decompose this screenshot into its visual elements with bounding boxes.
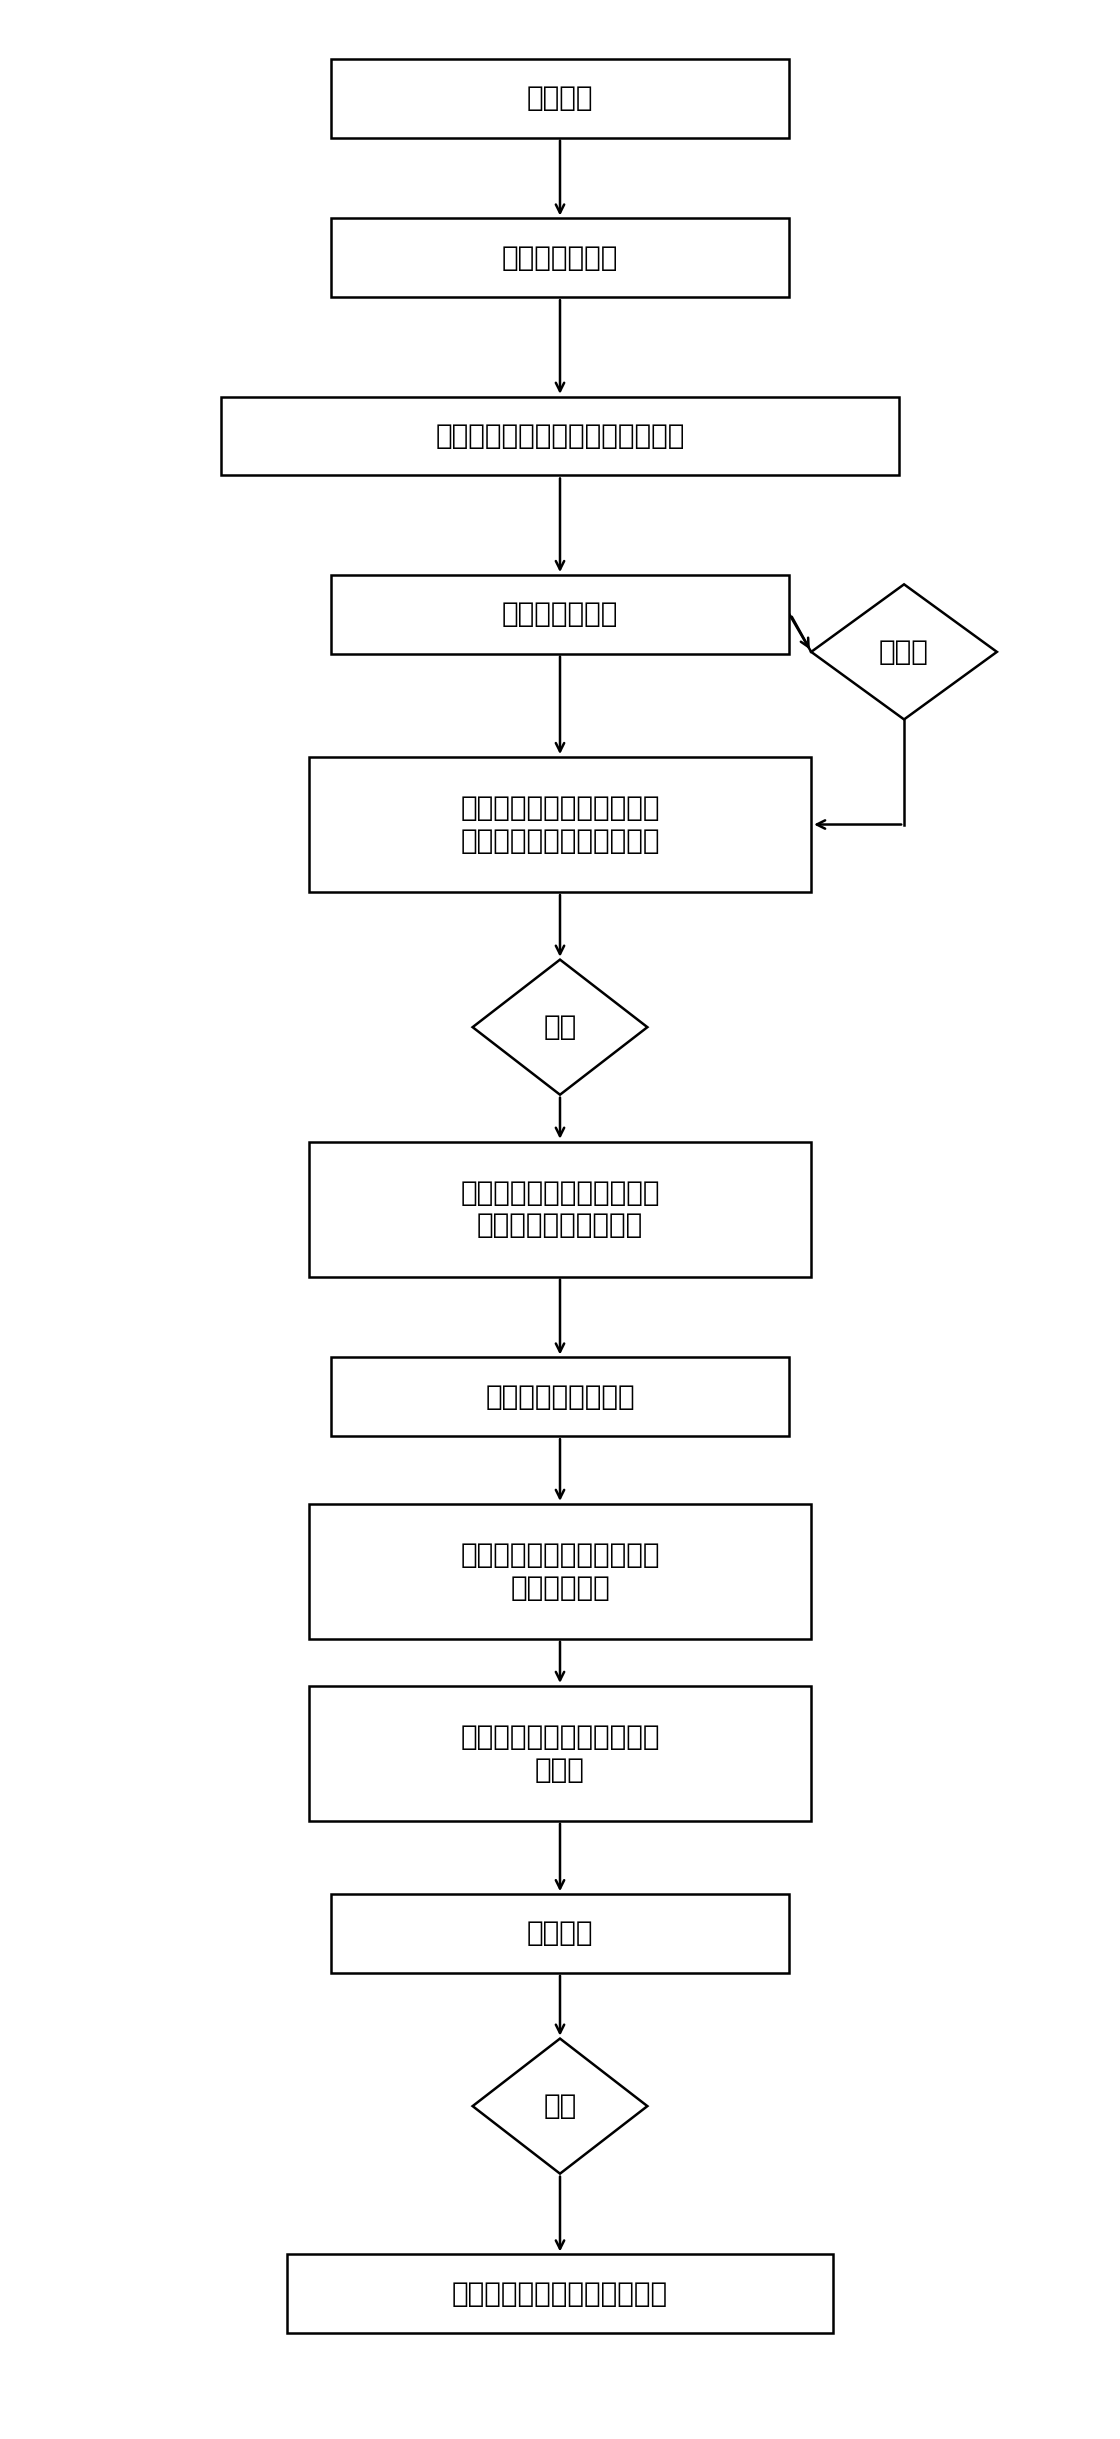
FancyBboxPatch shape xyxy=(330,576,790,654)
Text: 正确: 正确 xyxy=(543,1012,577,1041)
FancyBboxPatch shape xyxy=(287,2254,833,2334)
Text: 确定变形较大的桩位: 确定变形较大的桩位 xyxy=(485,1383,635,1410)
Text: 进行数值模拟与现场实测对
比分析: 进行数值模拟与现场实测对 比分析 xyxy=(460,1722,660,1783)
Text: 数值模拟结果与现场实测数
据对比，验证模型的正确性: 数值模拟结果与现场实测数 据对比，验证模型的正确性 xyxy=(460,795,660,854)
FancyBboxPatch shape xyxy=(309,1141,811,1276)
Text: 模拟高铁运行期间动荷载施
工作用下高铁桥墩变形: 模拟高铁运行期间动荷载施 工作用下高铁桥墩变形 xyxy=(460,1178,660,1239)
Text: 有限元数值模拟: 有限元数值模拟 xyxy=(502,600,618,629)
FancyBboxPatch shape xyxy=(330,59,790,137)
FancyBboxPatch shape xyxy=(309,1685,811,1822)
FancyBboxPatch shape xyxy=(309,1505,811,1639)
FancyBboxPatch shape xyxy=(330,1359,790,1437)
FancyBboxPatch shape xyxy=(330,1895,790,1973)
FancyBboxPatch shape xyxy=(309,756,811,893)
Text: 准备工作: 准备工作 xyxy=(526,85,594,112)
Text: 效果验证: 效果验证 xyxy=(526,1919,594,1946)
FancyBboxPatch shape xyxy=(330,220,790,298)
Text: 不正确: 不正确 xyxy=(879,639,928,666)
Polygon shape xyxy=(473,959,647,1095)
Polygon shape xyxy=(811,585,997,720)
Text: 桩基采用组拼式钢护筒旋挖
钻干挖法施工: 桩基采用组拼式钢护筒旋挖 钻干挖法施工 xyxy=(460,1541,660,1602)
Text: 布置监测控制点: 布置监测控制点 xyxy=(502,244,618,271)
Text: 良好: 良好 xyxy=(543,2093,577,2119)
FancyBboxPatch shape xyxy=(222,398,898,476)
Text: 高铁不运行期间现场监测数据采集: 高铁不运行期间现场监测数据采集 xyxy=(436,422,684,451)
Polygon shape xyxy=(473,2039,647,2173)
Text: 采取该控制方法进行后续施工: 采取该控制方法进行后续施工 xyxy=(452,2280,668,2307)
